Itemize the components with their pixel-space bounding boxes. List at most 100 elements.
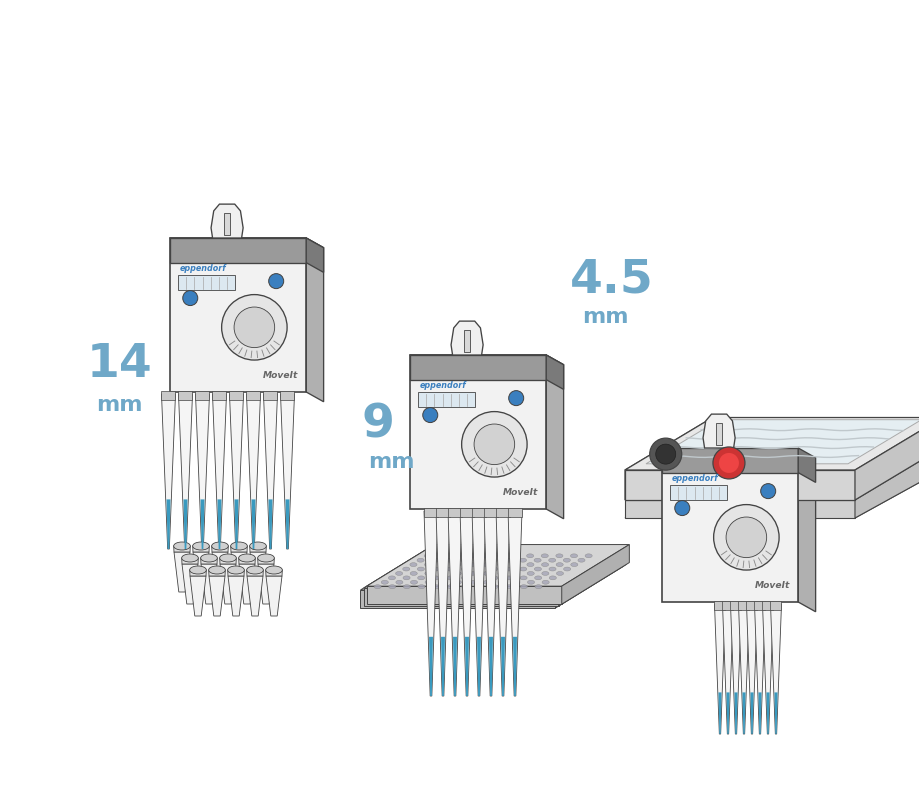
Ellipse shape [512,563,519,566]
Ellipse shape [541,563,548,566]
Ellipse shape [374,585,380,589]
Ellipse shape [527,563,533,566]
Polygon shape [770,604,780,734]
Polygon shape [224,212,230,235]
Polygon shape [190,576,206,616]
Ellipse shape [438,563,446,566]
Ellipse shape [410,572,417,575]
Polygon shape [661,448,798,602]
Text: MoveIt: MoveIt [262,371,298,380]
Circle shape [508,390,523,406]
Polygon shape [730,467,745,474]
Ellipse shape [527,572,534,575]
Polygon shape [285,500,289,549]
Polygon shape [424,511,437,696]
Ellipse shape [534,585,541,589]
Polygon shape [184,500,187,549]
Polygon shape [409,355,546,509]
Ellipse shape [519,567,527,571]
Polygon shape [263,391,278,400]
Polygon shape [174,552,190,592]
Polygon shape [306,238,323,402]
Polygon shape [436,508,449,517]
Polygon shape [170,238,306,262]
Ellipse shape [505,558,511,562]
Polygon shape [558,547,626,606]
Polygon shape [762,601,773,610]
Ellipse shape [200,554,217,562]
Text: 9: 9 [361,403,394,447]
Polygon shape [306,238,323,272]
Polygon shape [742,693,744,734]
Ellipse shape [520,585,527,589]
Ellipse shape [490,567,497,571]
Ellipse shape [454,572,460,575]
Ellipse shape [425,580,432,584]
Ellipse shape [563,567,570,571]
Polygon shape [209,570,225,576]
Ellipse shape [453,554,460,558]
Circle shape [712,447,744,479]
Circle shape [649,438,681,470]
Ellipse shape [540,554,548,558]
Polygon shape [189,570,206,576]
Ellipse shape [519,558,526,562]
Ellipse shape [416,558,424,562]
Polygon shape [745,604,756,734]
Polygon shape [483,511,497,696]
Polygon shape [750,693,753,734]
Polygon shape [721,601,732,610]
Ellipse shape [505,585,512,589]
Ellipse shape [424,554,431,558]
Ellipse shape [211,542,228,550]
Circle shape [760,484,775,499]
Ellipse shape [417,585,425,589]
Polygon shape [471,511,485,696]
Ellipse shape [511,554,518,558]
Ellipse shape [527,580,534,584]
Polygon shape [367,544,629,586]
Ellipse shape [257,554,274,562]
Polygon shape [229,391,244,400]
Polygon shape [854,447,919,518]
Polygon shape [178,394,192,549]
Ellipse shape [438,554,446,558]
Polygon shape [452,637,457,696]
Ellipse shape [432,576,439,580]
Ellipse shape [570,563,577,566]
Polygon shape [211,552,228,592]
Circle shape [655,444,675,464]
Ellipse shape [403,567,409,571]
Polygon shape [766,693,768,734]
Ellipse shape [533,558,540,562]
Ellipse shape [395,580,403,584]
Polygon shape [424,508,437,517]
Polygon shape [246,570,263,576]
Ellipse shape [497,563,505,566]
Ellipse shape [220,554,236,562]
Ellipse shape [388,585,395,589]
Polygon shape [661,448,815,458]
Polygon shape [200,564,217,604]
Polygon shape [624,470,854,500]
Ellipse shape [461,576,468,580]
Circle shape [718,453,738,473]
Ellipse shape [410,563,416,566]
Ellipse shape [388,576,395,580]
Polygon shape [440,637,445,696]
Polygon shape [477,637,481,696]
Polygon shape [238,558,255,564]
Polygon shape [495,508,509,517]
Polygon shape [513,637,516,696]
Polygon shape [228,576,244,616]
Polygon shape [210,204,243,238]
Ellipse shape [490,558,497,562]
Polygon shape [891,467,906,474]
Polygon shape [409,355,546,380]
Polygon shape [231,552,246,592]
Ellipse shape [526,554,533,558]
Ellipse shape [497,554,504,558]
Polygon shape [251,500,255,549]
Polygon shape [721,604,732,734]
Polygon shape [489,637,493,696]
